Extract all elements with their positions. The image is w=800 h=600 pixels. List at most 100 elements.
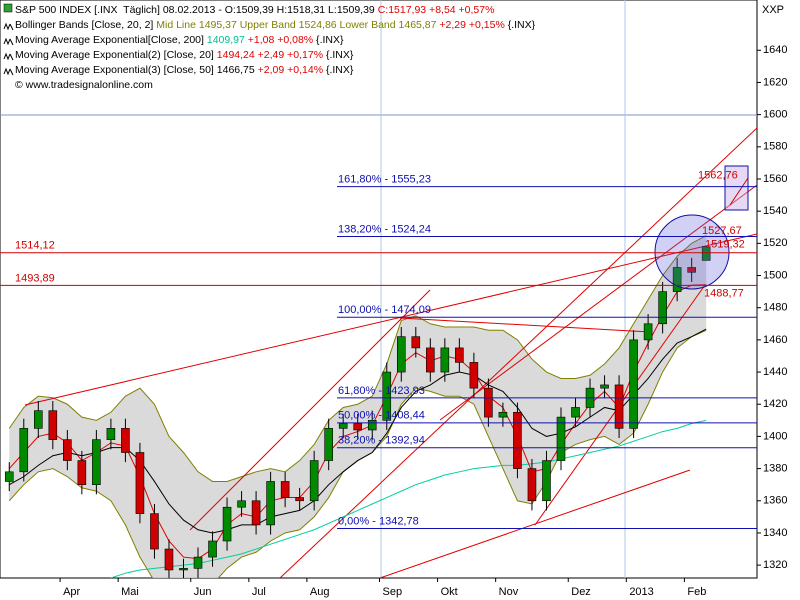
target-arrow [729,177,749,206]
candle-body [266,481,275,526]
candle-body [19,428,29,473]
candle-body [77,460,87,485]
candle-body [469,362,479,389]
candle-body [309,460,319,502]
y-tick-label: 1520 [763,237,787,249]
candle-body [643,323,653,341]
header-segment: +2,09 +0,14% [255,64,323,76]
x-tick-label: Okt [441,586,458,598]
header-icon [3,22,14,31]
candle-body [135,452,145,514]
fib-label: 61,80% - 1423,93 [338,385,425,397]
candle-body [556,416,566,461]
candle-body [295,497,304,502]
candle-body [687,267,696,273]
y-tick-label: 1380 [763,462,787,474]
y-tick-label: 1600 [763,109,787,121]
header-icon [3,3,13,13]
x-tick-label: Mai [121,586,139,598]
candle-body [48,410,58,440]
candle-body [513,411,522,469]
candle-body [542,460,551,502]
header-segment: 1494,24 +2,49 +0,17% [217,49,323,61]
x-tick-label: 2013 [629,586,653,598]
header: S&P 500 INDEX [.INX Täglich] 08.02.2013 … [15,4,536,91]
candle-body [629,339,638,429]
header-segment: {.INX} [323,64,354,76]
candle-body [367,420,377,431]
candle-body [179,568,188,571]
y-tick-label: 1460 [763,334,787,346]
header-segment: Moving Average Exponential[Close, 200] [15,34,207,46]
fib-label: 161,80% - 1555,23 [338,174,431,186]
candle-body [353,423,363,431]
fib-label: 50,00% - 1408,44 [338,410,425,422]
candle-body [614,384,624,429]
annotation: 1562,76 [698,169,738,181]
x-tick-label: Apr [63,586,80,598]
trend-line [24,233,757,406]
axis-label: XXP [762,4,784,16]
trend-line [379,469,691,578]
y-tick-label: 1620 [763,76,787,88]
annotation: 1488,77 [704,287,744,299]
candle-body [251,500,261,526]
x-tick-label: Nov [499,586,519,598]
candle-body [164,548,174,571]
y-tick-label: 1440 [763,366,787,378]
fib-label: 138,20% - 1524,24 [338,223,431,235]
header-icons [3,22,14,76]
header-segment: 1409,97 [207,34,245,46]
candle-body [63,439,72,461]
candle-body [4,471,14,482]
level-label: 1493,89 [15,272,55,284]
candle-body [455,347,464,363]
candles-layer [4,246,711,578]
y-tick-label: 1420 [763,398,787,410]
header-segment: Mid Line 1495,37 Upper Band 1524,86 Lowe… [156,19,436,31]
x-tick-label: Dez [571,586,591,598]
x-tick-label: Jul [252,586,266,598]
trend-line [399,317,651,333]
fib-label: 0,00% - 1342,78 [338,515,419,527]
header-line: Bollinger Bands [Close, 20, 2] Mid Line … [15,19,536,31]
y-tick-label: 1560 [763,173,787,185]
header-icon [3,37,14,46]
trend-line [279,127,757,578]
y-tick-label: 1480 [763,302,787,314]
ema-line [110,419,707,578]
x-tick-label: Feb [687,586,706,598]
y-tick-label: 1400 [763,430,787,442]
header-segment: © www.tradesignalonline.com [15,79,153,91]
header-icon [3,52,14,61]
y-tick-label: 1540 [763,205,787,217]
y-tick-label: 1500 [763,269,787,281]
candle-body [396,336,406,373]
y-tick-label: 1640 [763,44,787,56]
header-line: S&P 500 INDEX [.INX Täglich] 08.02.2013 … [15,4,494,16]
candle-body [280,481,290,498]
header-segment: {.INX} [505,19,536,31]
trend-lines [24,127,757,578]
annotation: 1527,67 [702,225,742,237]
fib-label: 100,00% - 1474,09 [338,304,431,316]
header-line: © www.tradesignalonline.com [15,79,153,91]
candle-body [324,428,333,461]
candle-body [527,468,537,502]
annotation: 1519,32 [705,238,745,250]
candle-body [338,423,348,429]
candle-body [150,513,159,550]
y-tick-label: 1360 [763,495,787,507]
header-segment: {.INX} [323,49,354,61]
header-segment: 1466,75 [217,64,255,76]
candle-body [237,500,246,508]
y-tick-label: 1580 [763,141,787,153]
trend-line [189,289,431,531]
candle-body [193,556,203,569]
header-segment: Moving Average Exponential(2) [Close, 20… [15,49,217,61]
candle-body [411,336,421,349]
y-tick-label: 1340 [763,527,787,539]
candle-body [571,407,580,418]
candle-body [106,428,116,440]
